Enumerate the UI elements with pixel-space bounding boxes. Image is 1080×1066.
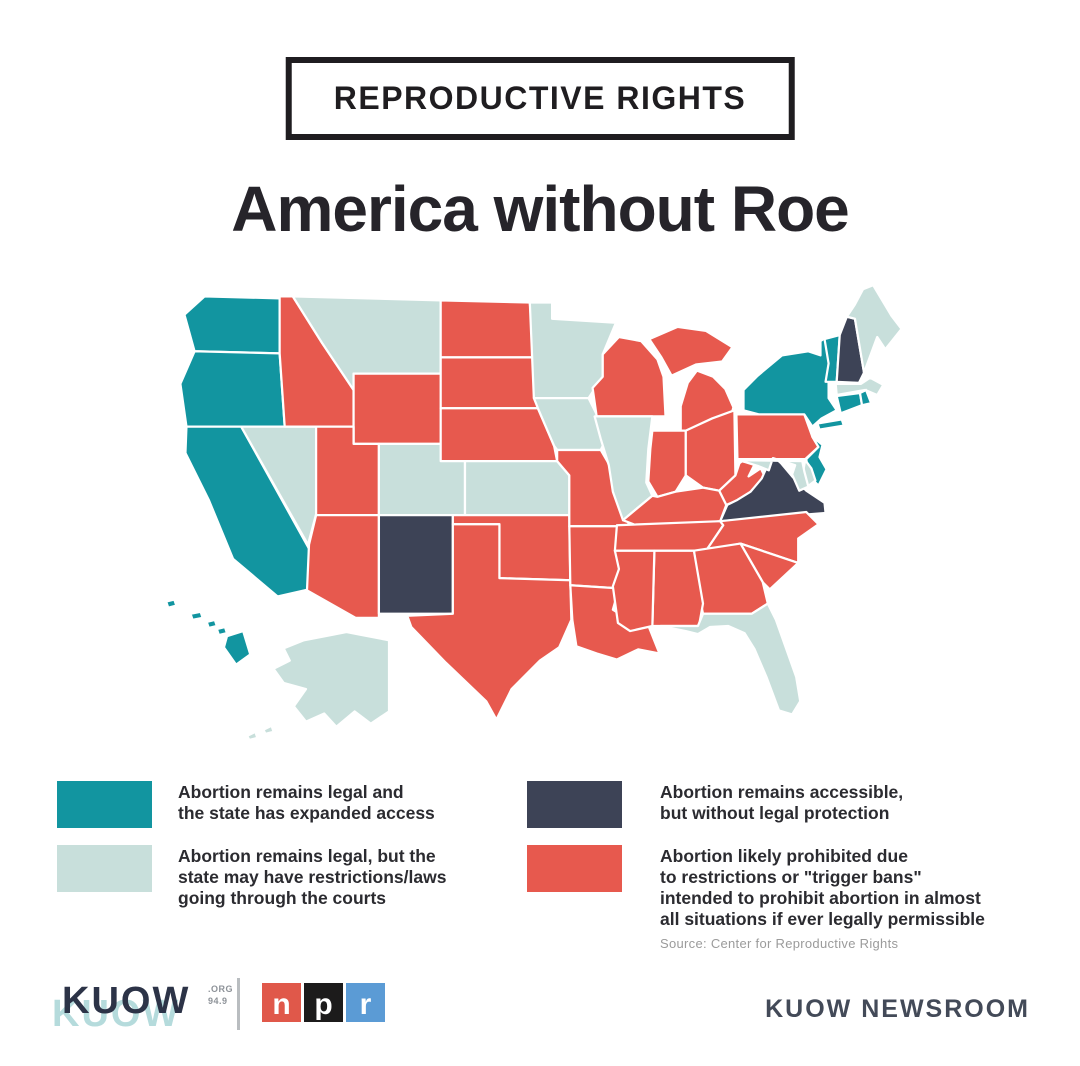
kuow-logo-echo: KUOW [52, 993, 181, 1035]
state-SD [439, 356, 540, 410]
kuow-logo: KUOW KUOW .ORG 94.9 [52, 980, 262, 1040]
state-OR [179, 350, 286, 428]
state-MS [611, 549, 656, 633]
state-PA [735, 413, 820, 461]
kuow-logo-suffix: .ORG 94.9 [208, 984, 233, 1007]
state-AL [651, 549, 705, 628]
legend-label-prohibited: Abortion likely prohibited due to restri… [660, 846, 985, 929]
legend-label-legal-courts: Abortion remains legal, but the state ma… [178, 846, 447, 908]
state-MI-upper [648, 325, 734, 377]
npr-block-r: r [346, 983, 385, 1022]
source-attribution: Source: Center for Reproductive Rights [660, 936, 899, 951]
state-AK-aleutian-1 [262, 724, 275, 735]
state-TN [613, 520, 725, 552]
kuow-org-text: .ORG [208, 984, 234, 994]
state-HI-maui [215, 625, 229, 637]
legend-label-expanded: Abortion remains legal and the state has… [178, 782, 435, 823]
state-WA [183, 295, 281, 355]
state-KS [463, 460, 571, 517]
npr-logo: n p r [262, 983, 385, 1022]
kuow-newsroom-label: KUOW NEWSROOM [765, 995, 1030, 1023]
state-AZ [305, 513, 381, 619]
state-NE [439, 407, 559, 463]
state-WI [591, 335, 667, 418]
badge-label: REPRODUCTIVE RIGHTS [333, 80, 747, 116]
state-VT [823, 333, 841, 383]
state-NY-long-island [816, 418, 845, 431]
legend-label-accessible: Abortion remains accessible, but without… [660, 782, 904, 823]
state-AK [272, 630, 391, 728]
state-IN [647, 429, 687, 498]
kuow-frequency-text: 94.9 [208, 995, 228, 1006]
state-HI-oahu [189, 610, 204, 621]
state-LA [569, 584, 661, 661]
us-choropleth-map [150, 276, 940, 744]
kuow-logo-text: KUOW [62, 980, 191, 1022]
legend-swatch-legal-courts [57, 845, 152, 892]
npr-block-n: n [262, 983, 301, 1022]
page-title: America without Roe [231, 173, 850, 245]
legend-swatch-expanded [57, 781, 152, 828]
state-ND [439, 299, 535, 359]
state-TX [406, 523, 573, 721]
us-map-svg [165, 284, 903, 742]
state-NY [742, 335, 838, 428]
state-ME [845, 284, 903, 374]
npr-block-p: p [304, 983, 343, 1022]
state-MD [736, 456, 810, 492]
state-NM [377, 513, 454, 615]
state-MA [834, 376, 885, 397]
reproductive-rights-badge: REPRODUCTIVE RIGHTS [285, 57, 795, 140]
legend-swatch-accessible [527, 781, 622, 828]
state-RI [858, 388, 873, 407]
state-HI-big-island [222, 629, 252, 666]
state-CT [835, 391, 864, 415]
state-WY [352, 372, 443, 445]
legend-swatch-prohibited [527, 845, 622, 892]
state-HI-niihau [165, 598, 178, 609]
state-FL [659, 602, 802, 716]
state-AK-aleutian-2 [246, 730, 259, 742]
state-HI-molokai [205, 618, 218, 630]
footer-divider [237, 978, 240, 1030]
